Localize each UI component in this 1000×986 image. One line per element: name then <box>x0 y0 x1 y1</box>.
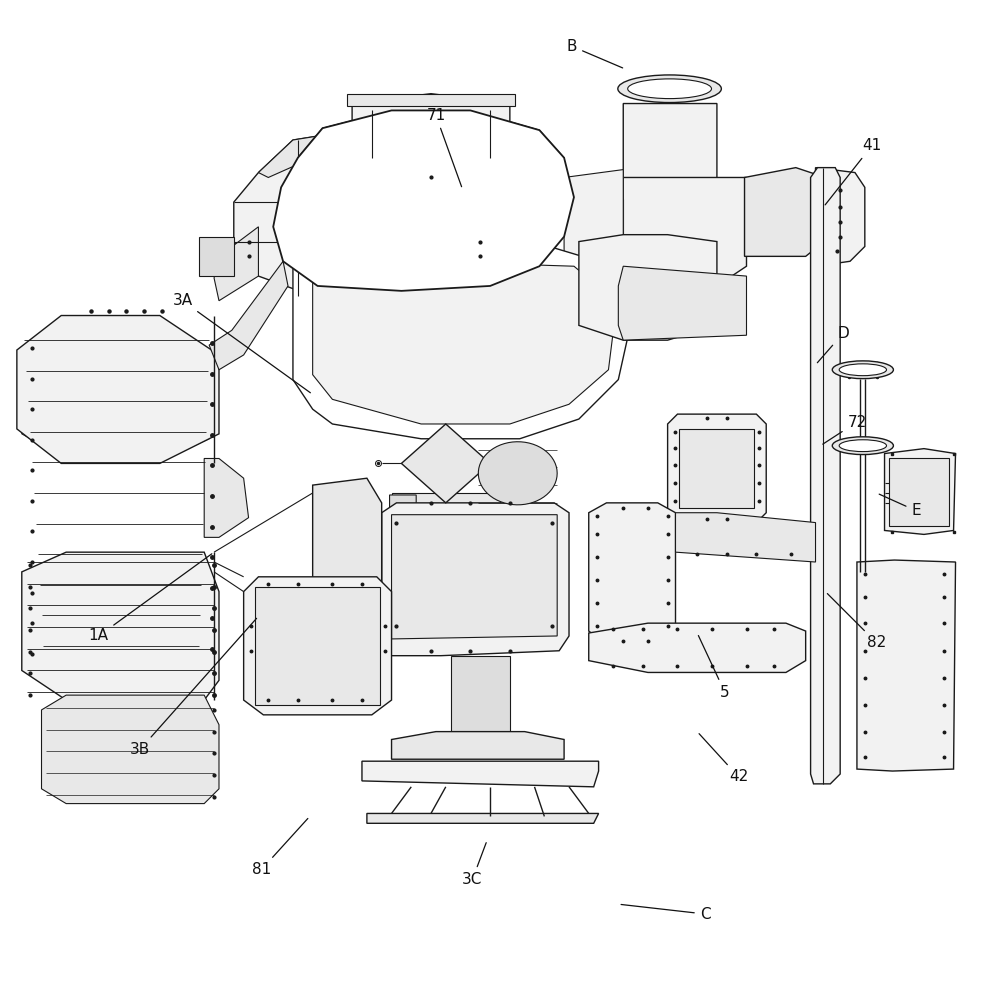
Polygon shape <box>298 110 564 168</box>
Polygon shape <box>857 560 956 771</box>
Polygon shape <box>244 577 392 715</box>
Ellipse shape <box>628 79 711 99</box>
Polygon shape <box>352 94 510 163</box>
Polygon shape <box>679 429 754 508</box>
Polygon shape <box>313 261 613 424</box>
Polygon shape <box>668 414 766 523</box>
Text: 82: 82 <box>827 594 886 651</box>
Text: 3B: 3B <box>130 618 257 757</box>
Polygon shape <box>401 424 490 503</box>
Text: 42: 42 <box>699 734 748 785</box>
Text: 81: 81 <box>252 818 308 878</box>
Polygon shape <box>22 325 209 463</box>
Polygon shape <box>234 128 490 296</box>
Text: 5: 5 <box>698 636 730 700</box>
Polygon shape <box>885 449 956 534</box>
Polygon shape <box>199 237 234 276</box>
Text: 3A: 3A <box>172 293 310 392</box>
Polygon shape <box>347 94 515 106</box>
Polygon shape <box>579 235 717 340</box>
Polygon shape <box>22 552 219 700</box>
Polygon shape <box>889 458 949 526</box>
Text: C: C <box>621 904 710 922</box>
Text: 72: 72 <box>823 414 867 444</box>
Polygon shape <box>293 246 628 439</box>
Text: 3C: 3C <box>462 843 486 887</box>
Text: 1A: 1A <box>89 554 212 644</box>
Polygon shape <box>273 110 574 291</box>
Polygon shape <box>17 316 219 463</box>
Text: D: D <box>817 325 849 363</box>
Polygon shape <box>564 170 623 298</box>
Polygon shape <box>811 168 840 784</box>
Polygon shape <box>204 458 249 537</box>
Polygon shape <box>367 813 599 823</box>
Polygon shape <box>255 587 380 705</box>
Polygon shape <box>392 515 557 639</box>
Polygon shape <box>392 732 564 759</box>
Polygon shape <box>451 656 510 740</box>
Polygon shape <box>382 503 569 656</box>
Text: 41: 41 <box>825 138 881 205</box>
Ellipse shape <box>832 361 893 379</box>
Ellipse shape <box>839 440 887 452</box>
Polygon shape <box>564 199 623 235</box>
Polygon shape <box>42 695 219 804</box>
Text: E: E <box>879 494 921 519</box>
Polygon shape <box>209 261 288 370</box>
Ellipse shape <box>839 364 887 376</box>
Polygon shape <box>623 104 717 189</box>
Polygon shape <box>623 177 746 286</box>
Polygon shape <box>392 493 500 518</box>
Text: B: B <box>567 38 623 68</box>
Polygon shape <box>258 128 475 177</box>
Polygon shape <box>745 168 830 256</box>
Ellipse shape <box>832 437 893 455</box>
Polygon shape <box>390 495 416 537</box>
Polygon shape <box>362 761 599 787</box>
Polygon shape <box>676 513 816 562</box>
Polygon shape <box>313 478 382 661</box>
Polygon shape <box>816 168 865 266</box>
Text: 71: 71 <box>426 107 462 186</box>
Polygon shape <box>618 266 746 340</box>
Polygon shape <box>478 442 557 505</box>
Polygon shape <box>214 227 258 301</box>
Ellipse shape <box>618 75 721 103</box>
Polygon shape <box>589 503 676 646</box>
Polygon shape <box>589 623 806 672</box>
